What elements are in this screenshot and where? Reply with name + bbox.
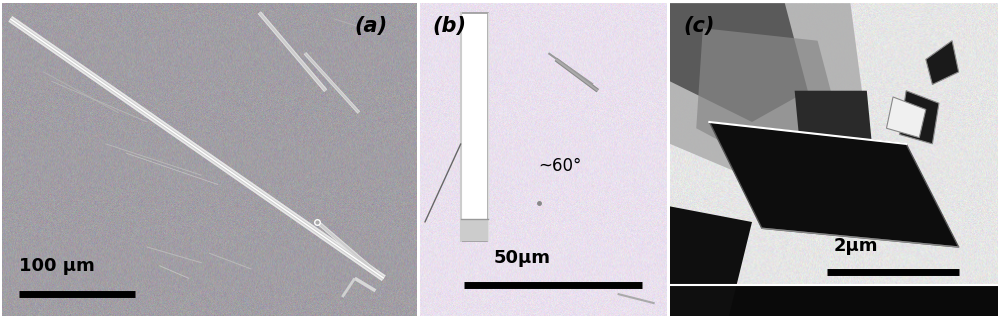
Polygon shape — [670, 206, 752, 316]
Polygon shape — [926, 41, 959, 85]
Polygon shape — [886, 97, 926, 137]
Text: (a): (a) — [355, 16, 388, 36]
Polygon shape — [696, 28, 841, 184]
Bar — [670, 285, 998, 316]
Polygon shape — [670, 3, 808, 122]
Polygon shape — [670, 3, 867, 206]
FancyBboxPatch shape — [461, 12, 488, 241]
Text: (b): (b) — [432, 16, 466, 36]
Text: 100 μm: 100 μm — [19, 257, 94, 275]
Polygon shape — [709, 122, 959, 247]
Text: 2μm: 2μm — [834, 237, 879, 255]
Bar — [461, 219, 488, 241]
Text: ~60°: ~60° — [539, 157, 582, 175]
Text: (c): (c) — [683, 16, 714, 36]
Polygon shape — [900, 91, 939, 144]
Polygon shape — [795, 91, 873, 160]
Text: 50μm: 50μm — [494, 249, 551, 267]
